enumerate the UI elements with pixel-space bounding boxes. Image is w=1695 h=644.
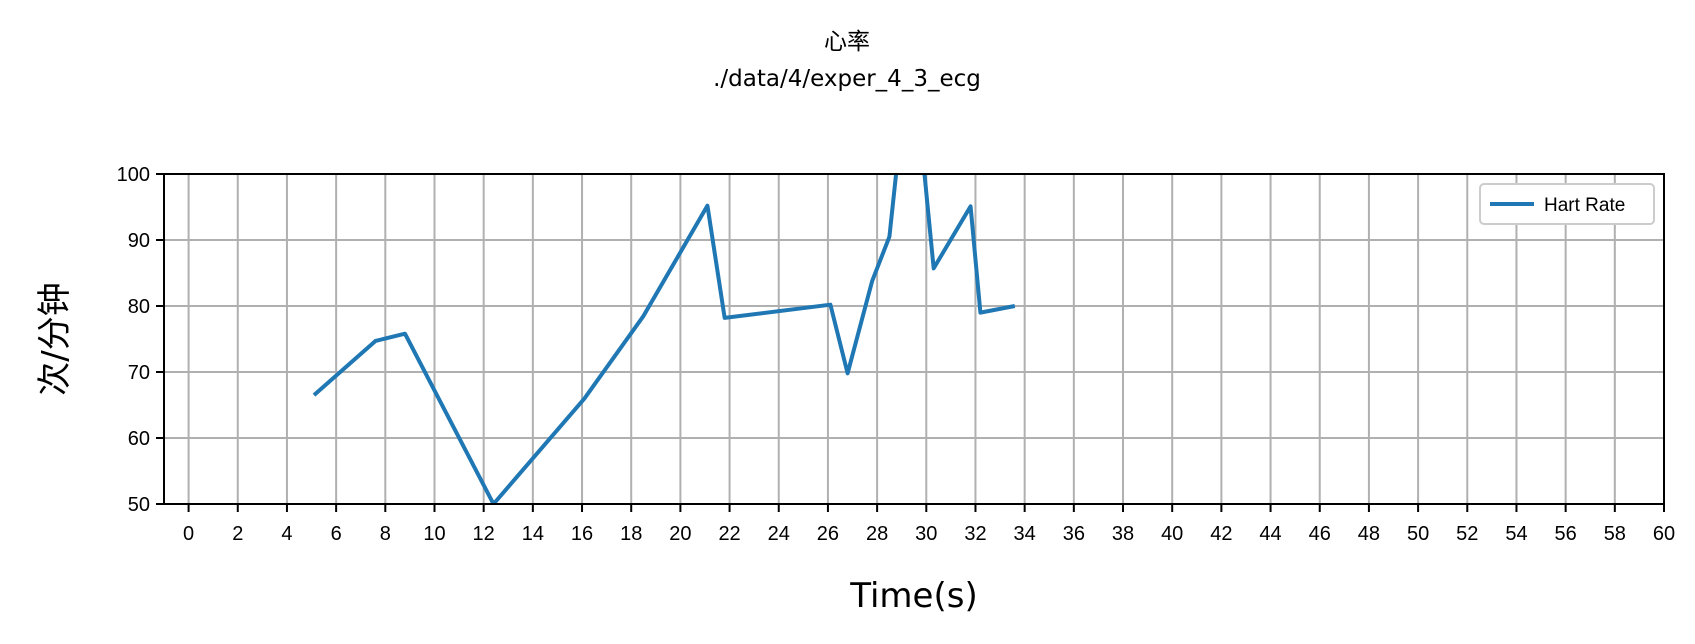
x-tick-label: 26 <box>817 523 839 545</box>
x-tick-label: 48 <box>1358 523 1380 545</box>
x-tick-label: 18 <box>620 523 642 545</box>
x-tick-label: 28 <box>866 523 888 545</box>
x-tick-label: 50 <box>1407 523 1429 545</box>
x-tick-label: 40 <box>1161 523 1183 545</box>
y-axis-ticks: 50 60 70 80 90 100 <box>117 164 164 516</box>
x-tick-label: 24 <box>768 523 790 545</box>
x-tick-label: 42 <box>1210 523 1232 545</box>
y-tick-label: 60 <box>128 428 150 450</box>
x-tick-label: 34 <box>1014 523 1036 545</box>
x-tick-label: 56 <box>1555 523 1577 545</box>
x-axis-ticks: 0 2 4 6 8 10 12 14 16 18 20 22 24 26 28 30 32 34 36 38 40 42 4… <box>183 504 1675 545</box>
x-tick-label: 60 <box>1653 523 1675 545</box>
x-tick-label: 14 <box>522 523 544 545</box>
y-tick-label: 70 <box>128 362 150 384</box>
x-tick-label: 6 <box>331 523 342 545</box>
legend-label-hart-rate: Hart Rate <box>1544 195 1625 216</box>
x-tick-label: 54 <box>1505 523 1527 545</box>
x-tick-label: 0 <box>183 523 194 545</box>
series-layer <box>312 174 1016 504</box>
x-tick-label: 8 <box>380 523 391 545</box>
y-axis-label: 次/分钟 <box>35 282 75 395</box>
grid <box>164 173 1665 505</box>
x-tick-label: 58 <box>1604 523 1626 545</box>
y-tick-label: 50 <box>128 494 150 516</box>
x-tick-label: 38 <box>1112 523 1134 545</box>
x-axis-label: Time(s) <box>849 576 977 616</box>
y-tick-label: 80 <box>128 296 150 318</box>
y-tick-label: 90 <box>128 230 150 252</box>
x-tick-label: 22 <box>718 523 740 545</box>
x-tick-label: 20 <box>669 523 691 545</box>
x-tick-label: 46 <box>1309 523 1331 545</box>
y-tick-label: 100 <box>117 164 150 186</box>
legend-box <box>1479 183 1655 225</box>
x-tick-label: 12 <box>473 523 495 545</box>
chart-title-text: 心率 <box>824 29 870 55</box>
x-tick-label: 2 <box>232 523 243 545</box>
x-tick-label: 44 <box>1259 523 1281 545</box>
legend: Hart Rate <box>1479 183 1655 225</box>
x-tick-label: 10 <box>423 523 445 545</box>
chart-subtitle-text: ./data/4/exper_4_3_ecg <box>713 66 981 92</box>
x-tick-label: 32 <box>964 523 986 545</box>
x-tick-label: 52 <box>1456 523 1478 545</box>
series-line-hart-rate <box>312 174 1016 504</box>
x-tick-label: 4 <box>281 523 292 545</box>
chart-title: 心率 ./data/4/exper_4_3_ecg <box>713 29 981 92</box>
plot-area-frame <box>163 173 1665 505</box>
x-tick-label: 16 <box>571 523 593 545</box>
x-tick-label: 36 <box>1063 523 1085 545</box>
x-tick-label: 30 <box>915 523 937 545</box>
